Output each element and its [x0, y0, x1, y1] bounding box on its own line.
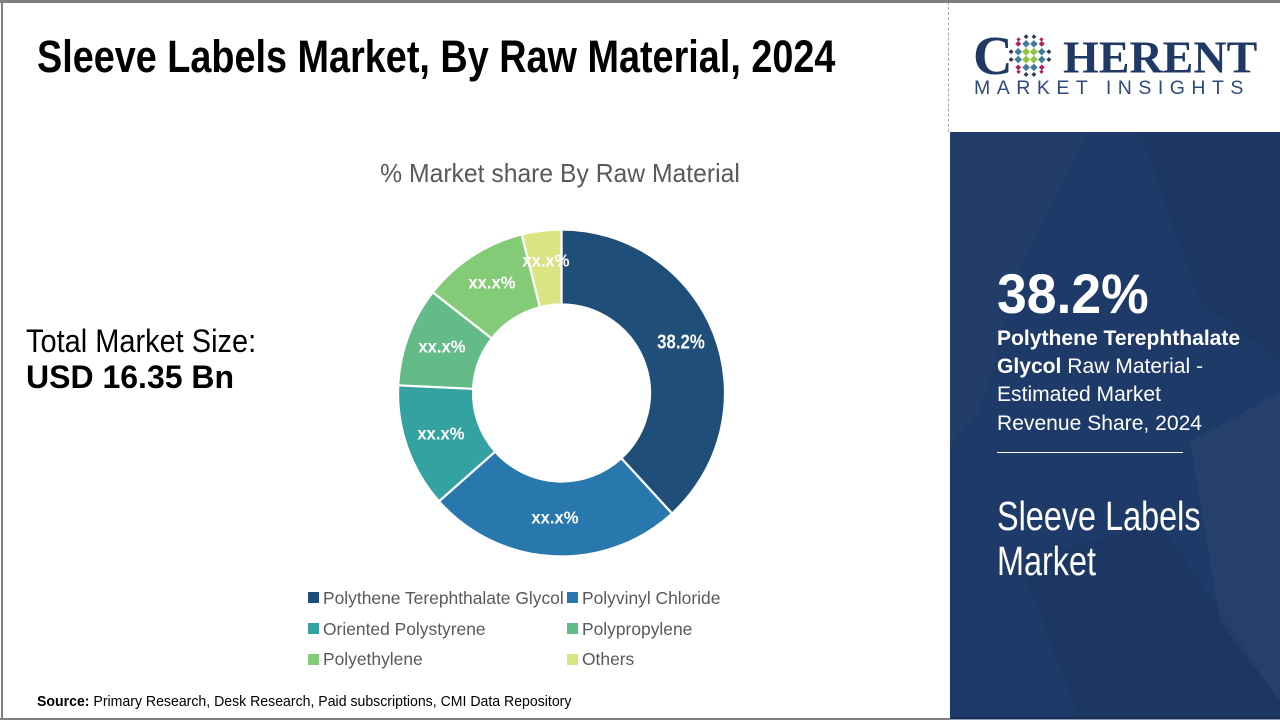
svg-text:C: C: [973, 27, 1013, 86]
svg-text:HERENT: HERENT: [1063, 32, 1257, 83]
svg-text:MARKET INSIGHTS: MARKET INSIGHTS: [974, 77, 1250, 99]
